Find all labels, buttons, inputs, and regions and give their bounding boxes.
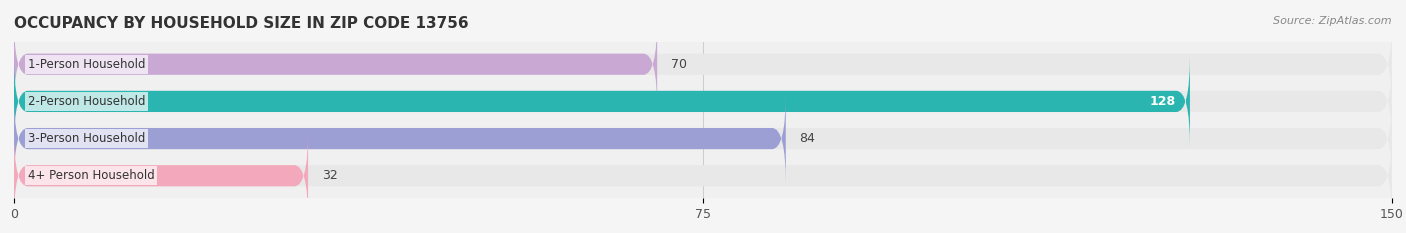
Text: 84: 84 [800, 132, 815, 145]
Text: Source: ZipAtlas.com: Source: ZipAtlas.com [1274, 16, 1392, 26]
Text: 128: 128 [1150, 95, 1175, 108]
Text: OCCUPANCY BY HOUSEHOLD SIZE IN ZIP CODE 13756: OCCUPANCY BY HOUSEHOLD SIZE IN ZIP CODE … [14, 16, 468, 31]
FancyBboxPatch shape [14, 93, 786, 184]
Text: 2-Person Household: 2-Person Household [28, 95, 145, 108]
Text: 70: 70 [671, 58, 688, 71]
Text: 4+ Person Household: 4+ Person Household [28, 169, 155, 182]
FancyBboxPatch shape [14, 19, 1392, 110]
Text: 1-Person Household: 1-Person Household [28, 58, 145, 71]
FancyBboxPatch shape [14, 130, 1392, 221]
Text: 3-Person Household: 3-Person Household [28, 132, 145, 145]
FancyBboxPatch shape [14, 19, 657, 110]
FancyBboxPatch shape [14, 93, 1392, 184]
Text: 32: 32 [322, 169, 337, 182]
FancyBboxPatch shape [14, 56, 1392, 147]
FancyBboxPatch shape [14, 130, 308, 221]
FancyBboxPatch shape [14, 56, 1189, 147]
